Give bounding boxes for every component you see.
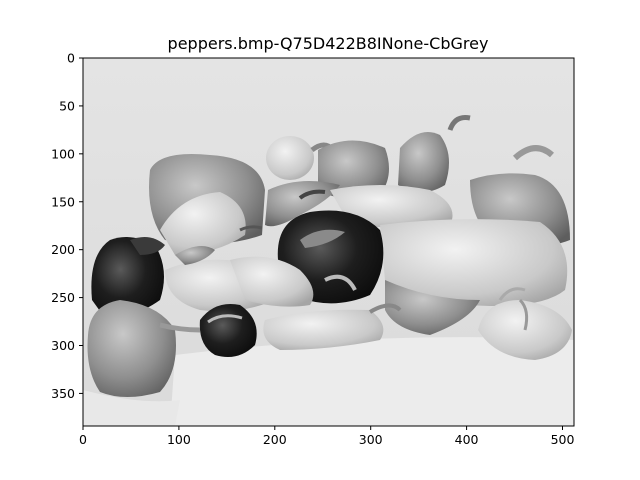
x-tick-label: 100 [167, 432, 191, 447]
y-tick-label: 200 [51, 242, 75, 257]
x-tick-label: 0 [79, 432, 87, 447]
x-tick-label: 400 [455, 432, 479, 447]
y-axis: 0 50 100 150 200 250 300 350 [51, 51, 83, 401]
y-tick-label: 250 [51, 290, 75, 305]
y-tick-label: 300 [51, 338, 75, 353]
y-tick-label: 350 [51, 386, 75, 401]
x-tick-label: 500 [551, 432, 575, 447]
x-axis: 0 100 200 300 400 500 [79, 426, 574, 447]
y-tick-label: 100 [51, 146, 75, 161]
y-tick-label: 150 [51, 194, 75, 209]
y-tick-label: 50 [59, 98, 75, 113]
pepper-image [83, 58, 574, 426]
y-tick-label: 0 [67, 51, 75, 66]
chart-title: peppers.bmp-Q75D422B8INone-CbGrey [168, 34, 489, 53]
x-tick-label: 300 [359, 432, 383, 447]
x-tick-label: 200 [263, 432, 287, 447]
axes-frame [82, 57, 575, 427]
